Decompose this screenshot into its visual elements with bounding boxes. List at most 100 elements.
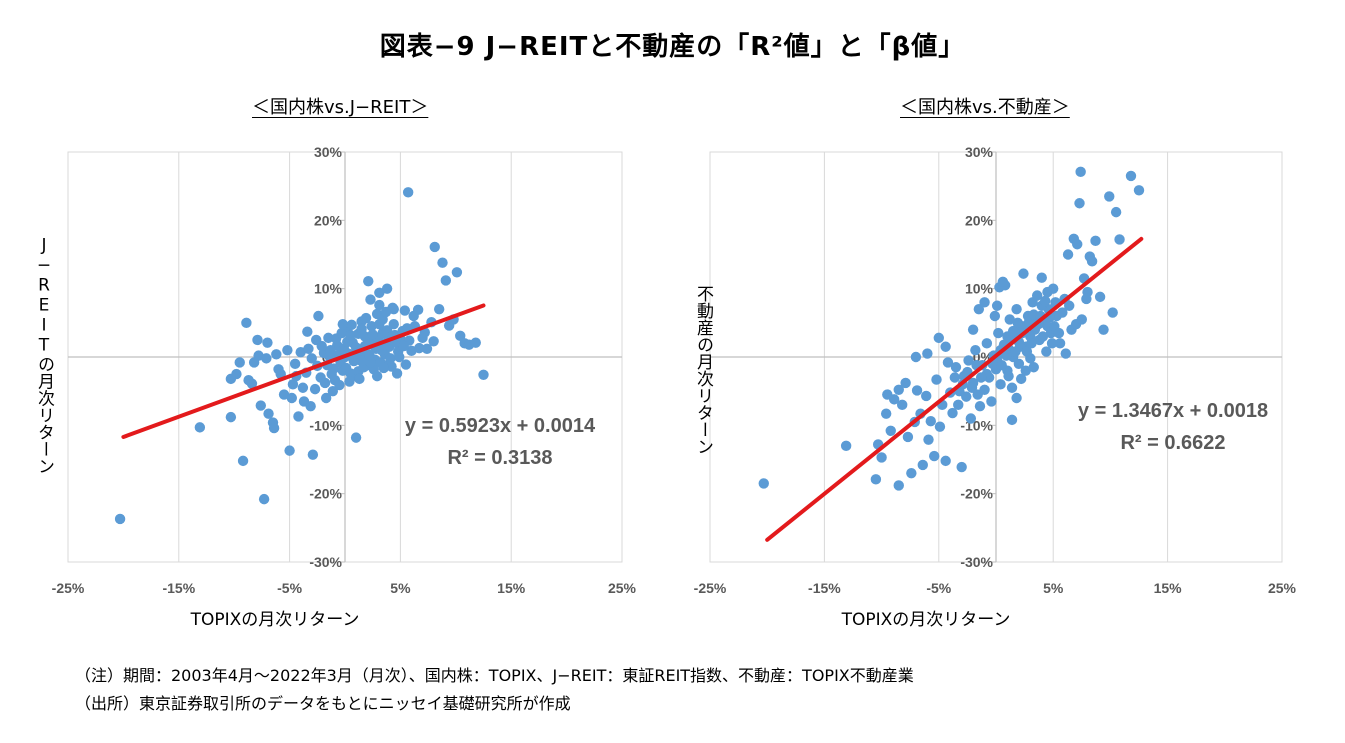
data-point [252, 334, 263, 346]
y-tick-label: 10% [314, 281, 343, 297]
data-point [289, 358, 301, 370]
data-point [354, 373, 365, 385]
x-tick-label: 15% [497, 580, 526, 596]
x-tick-label: 25% [608, 580, 637, 596]
data-point [367, 329, 378, 340]
data-point [378, 362, 389, 374]
x-tick-label: 5% [390, 580, 411, 596]
data-point [302, 326, 313, 337]
data-point [1028, 362, 1039, 373]
x-tick-label: -25% [694, 580, 727, 596]
data-point [319, 377, 331, 389]
data-point [956, 461, 967, 473]
data-point [356, 355, 367, 367]
data-point [295, 347, 306, 358]
data-point [346, 319, 357, 331]
data-point [1003, 370, 1014, 382]
trendline-equation: y = 1.3467x + 0.0018 [1078, 400, 1268, 422]
x-axis-label: TOPIXの月次リターン [841, 610, 1011, 630]
data-point [1026, 338, 1037, 349]
data-point [1081, 293, 1092, 305]
chart-title-jreit: ＜国内株vs.J−REIT＞ [252, 97, 429, 118]
data-point [1018, 268, 1029, 279]
y-tick-label: 20% [314, 212, 343, 228]
x-tick-label: -5% [926, 580, 951, 596]
data-point [433, 303, 445, 315]
footnote: （注）期間：2003年4月〜2022年3月（月次）、国内株：TOPIX、J−RE… [75, 666, 914, 685]
trendline [121, 303, 486, 439]
x-axis-label: TOPIXの月次リターン [190, 610, 360, 630]
data-point [973, 303, 985, 315]
y-tick-label: -10% [309, 417, 342, 433]
x-tick-label: 25% [1268, 580, 1297, 596]
data-point [1054, 338, 1066, 349]
data-point [1064, 300, 1075, 311]
data-point [309, 383, 321, 395]
data-point [923, 434, 934, 445]
data-point [758, 478, 769, 489]
y-tick-label: 30% [314, 144, 343, 160]
data-point [1013, 358, 1025, 370]
data-point [934, 421, 946, 432]
data-point [364, 349, 375, 361]
data-point [1125, 170, 1137, 182]
data-point [225, 373, 237, 385]
data-point [1090, 235, 1101, 247]
data-point [1015, 373, 1027, 385]
data-point [1114, 234, 1125, 245]
data-point [237, 455, 249, 467]
data-point [455, 330, 466, 342]
data-point [303, 343, 314, 354]
data-point [993, 327, 1004, 339]
data-point [114, 513, 126, 525]
data-point [1057, 307, 1068, 318]
data-point [243, 375, 254, 386]
data-point [398, 340, 409, 352]
data-point [437, 257, 448, 268]
data-point [1104, 191, 1115, 202]
data-point [307, 449, 319, 460]
data-point [278, 389, 290, 400]
data-point [402, 187, 414, 198]
data-point [1098, 324, 1109, 335]
chart-title-realestate: ＜国内株vs.不動産＞ [900, 97, 1070, 118]
data-point [286, 392, 298, 404]
data-point [1074, 198, 1085, 209]
data-point [950, 362, 962, 373]
data-point [967, 324, 979, 335]
y-tick-label: -20% [309, 486, 342, 502]
data-point [885, 425, 896, 436]
data-point [1021, 346, 1033, 357]
data-point [327, 385, 339, 397]
data-point [326, 368, 337, 380]
source-note: （出所）東京証券取引所のデータをもとにニッセイ基礎研究所が作成 [75, 694, 571, 713]
data-point [1094, 291, 1106, 303]
data-point [1133, 185, 1145, 196]
data-point [258, 493, 270, 505]
data-point [344, 376, 355, 387]
data-point [910, 351, 922, 363]
data-point [1039, 295, 1051, 307]
data-point [1020, 365, 1031, 376]
data-point [1031, 290, 1043, 301]
data-point [965, 413, 977, 424]
data-point [271, 349, 282, 360]
data-point [840, 440, 852, 452]
data-point [360, 312, 372, 324]
data-point [334, 379, 345, 391]
data-point [268, 422, 280, 434]
data-point [1086, 256, 1098, 267]
data-point [970, 344, 981, 356]
y-tick-label: -10% [960, 417, 993, 433]
data-point [893, 384, 904, 395]
data-point [1006, 382, 1018, 393]
data-point [922, 348, 933, 359]
y-tick-label: 30% [965, 144, 994, 160]
data-point [1062, 249, 1074, 260]
data-point [900, 377, 911, 389]
data-point [421, 343, 433, 354]
data-point [241, 317, 252, 329]
data-point [284, 445, 295, 456]
y-axis-label: 不動産の月次リターン [693, 285, 714, 455]
